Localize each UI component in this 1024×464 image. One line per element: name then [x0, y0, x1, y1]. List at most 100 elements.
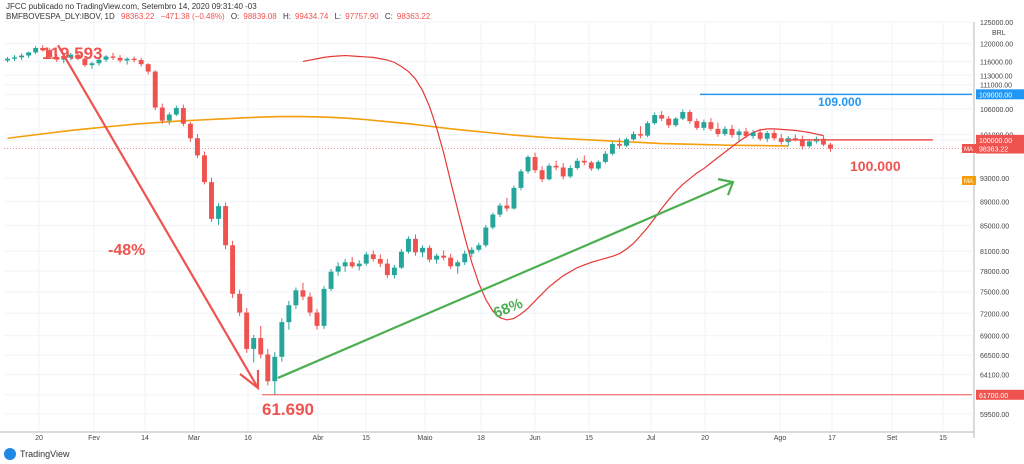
trough-value-label: 61.690 — [262, 400, 314, 419]
ma-tag-slow — [962, 176, 976, 185]
level-109-label: 109.000 — [818, 95, 862, 109]
candle-body — [828, 144, 833, 149]
x-axis[interactable]: 20 Fev 14 Mar 16 Abr 15 Maio 18 Jun 15 Jul 20 Ago 17 Se… — [0, 431, 974, 442]
fast-moving-average — [302, 54, 824, 321]
y-tick-label: 120000.00 — [980, 42, 1013, 49]
high-value: 99434.74 — [294, 12, 329, 21]
y-tick-label: 100000.00 — [979, 138, 1012, 145]
candle-body — [363, 254, 369, 264]
y-tick-label: 69000.00 — [980, 334, 1009, 341]
y-tick-label: 113000.00 — [980, 73, 1013, 80]
candle-body — [265, 354, 271, 382]
candle-body — [223, 206, 229, 246]
candle-body — [272, 356, 278, 382]
candle-body — [462, 253, 468, 263]
candle-body — [384, 263, 390, 276]
candle-body — [202, 155, 207, 183]
x-tick-label: Mar — [188, 435, 201, 442]
y-tick-label: 85000.00 — [980, 224, 1009, 231]
candle-body — [666, 118, 672, 126]
candle-body — [54, 56, 60, 60]
candle-body — [539, 170, 545, 180]
x-tick-label: Ago — [774, 435, 787, 442]
candle-body — [799, 139, 805, 147]
candle-body — [117, 57, 123, 61]
x-tick-label: 16 — [244, 435, 252, 442]
candle-body — [659, 115, 665, 119]
candle-body — [574, 160, 580, 169]
candle-body — [131, 58, 137, 61]
candle-body — [328, 271, 334, 289]
ma-tag-fast-text: MA — [964, 147, 973, 153]
x-tick-label: Fev — [88, 435, 100, 442]
candle-body — [532, 156, 538, 171]
y-tick-label: 111000.00 — [980, 83, 1012, 90]
candle-body — [33, 47, 39, 53]
x-tick-label: 15 — [585, 435, 593, 442]
price-tag — [976, 134, 1024, 145]
candle-body — [377, 258, 383, 264]
down-trend-arrow — [57, 44, 259, 389]
close-value: 98363.22 — [396, 12, 431, 21]
candle-body — [511, 187, 517, 209]
plot-area[interactable] — [0, 22, 974, 432]
watermark-text: TradingView — [20, 449, 70, 459]
x-tick-label: 20 — [35, 435, 43, 442]
open-label: O: — [230, 12, 240, 21]
candle-body — [68, 54, 74, 58]
up-arrow-head — [717, 178, 735, 196]
candle-body — [764, 132, 770, 139]
candle-body — [159, 107, 165, 121]
candle-body — [391, 267, 397, 276]
low-value: 97757.90 — [345, 12, 379, 21]
candle-body — [546, 165, 552, 180]
tradingview-logo-icon — [4, 448, 16, 460]
x-tick-label: Maio — [417, 435, 432, 442]
x-tick-label: 18 — [477, 435, 485, 442]
candle-body — [687, 112, 693, 122]
candle-body — [398, 251, 404, 268]
candle-body — [349, 262, 355, 267]
candle-body — [61, 57, 67, 60]
candle-body — [722, 128, 728, 135]
candle-body — [609, 144, 615, 154]
grid — [4, 21, 972, 432]
y-axis[interactable]: 125000.00 120000.00 116000.00 113000.00 1110… — [973, 20, 1024, 438]
price-tag — [976, 389, 1024, 400]
candle-body — [750, 132, 756, 137]
moving-averages — [7, 54, 824, 321]
candle-body — [251, 338, 257, 349]
candle-body — [47, 50, 53, 57]
x-tick-label: Abr — [313, 435, 325, 442]
candle-body — [96, 59, 102, 64]
candle-body — [525, 156, 531, 172]
candle-body — [708, 122, 714, 129]
price-tag — [976, 143, 1024, 154]
candle-body — [448, 257, 454, 267]
x-tick-label: Jul — [647, 435, 656, 442]
candle-body — [244, 312, 250, 349]
y-tick-label: 109000.00 — [979, 92, 1012, 99]
candle-body — [778, 138, 784, 142]
symbol-label: BMFBOVESPA_DLY:IBOV, 1D — [6, 12, 115, 21]
candle-body — [701, 122, 707, 128]
y-tick-label: 75000.00 — [980, 290, 1009, 297]
candle-body — [757, 132, 763, 139]
candle-body — [434, 255, 440, 260]
candle-body — [152, 71, 158, 108]
y-tick-label: 66500.00 — [980, 353, 1009, 360]
candle-body — [110, 56, 116, 58]
drop-percent-label: -48% — [108, 242, 145, 259]
candle-body — [771, 132, 777, 139]
last-price: 98363.22 — [121, 12, 155, 21]
candle-body — [258, 338, 264, 355]
candle-body — [476, 245, 482, 250]
candle-body — [166, 114, 172, 121]
candle-body — [194, 138, 200, 156]
candle-body — [405, 238, 411, 252]
candle-body — [455, 262, 461, 267]
candle-body — [420, 247, 425, 253]
candle-body — [694, 121, 700, 128]
